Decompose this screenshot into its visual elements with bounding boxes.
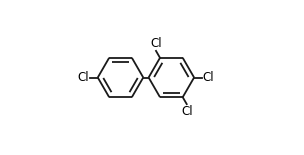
Text: Cl: Cl xyxy=(203,71,214,84)
Text: Cl: Cl xyxy=(78,71,89,84)
Text: Cl: Cl xyxy=(150,37,162,50)
Text: Cl: Cl xyxy=(181,105,192,118)
